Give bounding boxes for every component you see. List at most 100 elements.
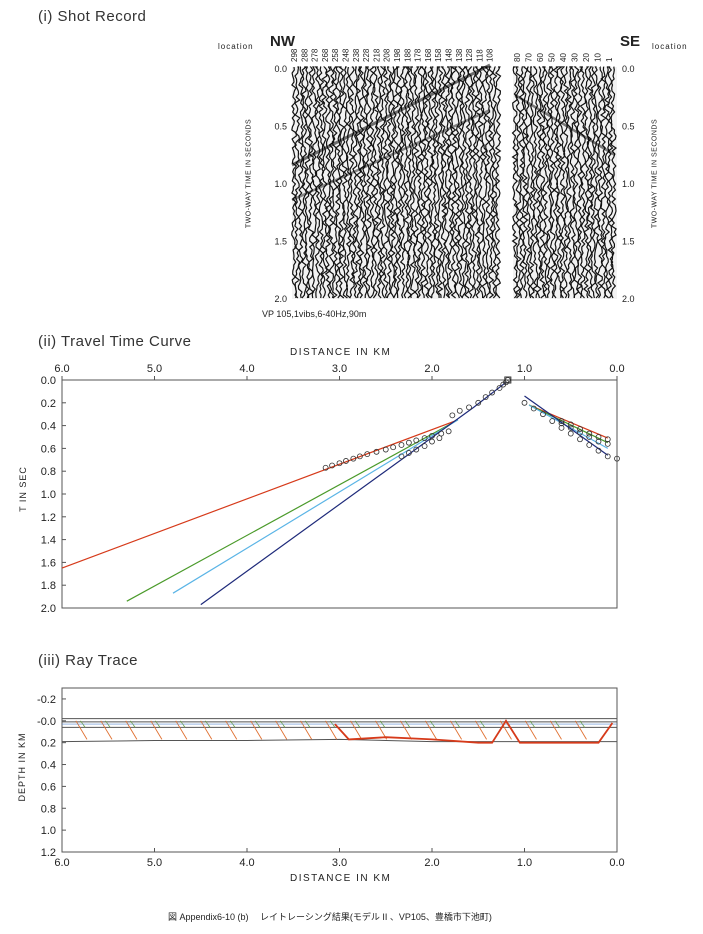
y-axis-label-right: TWO-WAY TIME IN SECONDS [651, 118, 659, 229]
observed-point [382, 446, 389, 453]
seismic-trace [304, 66, 311, 299]
ray-trace-chart: -0.2 -0.0 0.2 0.4 0.6 0.8 1.0 1.26.0 5.0 4.0 3.0 2.… [37, 687, 625, 868]
y-tick-label: 0.6 [41, 443, 56, 455]
ray-path [275, 720, 288, 740]
trace-number-label: 60 [536, 53, 545, 62]
trace-number-label: 228 [362, 48, 371, 62]
y-tick-label: 1.8 [41, 580, 56, 592]
seismic-trace [531, 66, 539, 299]
seismic-trace [586, 66, 594, 299]
seismic-trace [307, 66, 315, 298]
time-tick-label-left: 1.5 [274, 237, 287, 247]
observed-point [364, 451, 371, 457]
travel-time-title: (ii) Travel Time Curve [38, 333, 192, 350]
ray-path [400, 720, 412, 740]
trace-number-label: 128 [465, 48, 474, 62]
observed-point [595, 438, 602, 445]
seismic-traces [291, 63, 618, 299]
trace-number-label: 278 [311, 48, 320, 62]
calc-curve-red [61, 419, 459, 569]
trace-number-label: 80 [513, 53, 522, 62]
observed-point [614, 455, 620, 462]
observed-point [496, 385, 503, 391]
ray-path [175, 720, 188, 740]
seismic-trace [416, 66, 424, 299]
trace-number-label: 218 [372, 48, 381, 62]
trace-number-label: 70 [525, 53, 534, 62]
observed-point [405, 439, 412, 446]
seismic-trace [599, 66, 607, 299]
x-tick-label: 2.0 [424, 857, 439, 868]
x-tick-label: 1.0 [517, 857, 532, 868]
y-tick-label: 1.4 [41, 535, 56, 547]
seismic-trace [471, 66, 478, 299]
seismic-trace [515, 66, 522, 299]
ray-path [100, 720, 113, 740]
observed-point [390, 444, 397, 451]
seismic-trace [396, 66, 403, 299]
y-tick-label: 1.0 [41, 825, 56, 837]
seismic-trace [337, 66, 345, 299]
observed-point [421, 435, 428, 442]
trace-number-label: 288 [300, 48, 309, 62]
seismic-trace [382, 66, 390, 299]
observed-point [558, 424, 565, 431]
observed-point [413, 446, 420, 453]
trace-number-label: 198 [393, 48, 402, 62]
x-tick-label: 3.0 [332, 363, 347, 375]
observed-point [421, 443, 428, 450]
observed-point [577, 426, 583, 432]
y-tick-label: 0.8 [41, 466, 56, 478]
observed-point [445, 428, 452, 435]
seismic-trace [321, 66, 328, 299]
observed-point [586, 430, 593, 437]
trace-number-label: 138 [455, 48, 464, 62]
trace-number-label: 208 [383, 48, 392, 62]
trace-number-label: 188 [403, 48, 412, 62]
ray-path [425, 720, 437, 740]
x-tick-label: 4.0 [239, 363, 254, 375]
seismic-trace [436, 66, 444, 299]
observed-point [604, 436, 611, 443]
observed-point [604, 440, 611, 447]
seismic-trace [423, 66, 430, 299]
x-tick-label: 4.0 [239, 857, 254, 868]
location-label-left: location [218, 42, 254, 51]
observed-point [586, 434, 593, 440]
observed-point [405, 450, 412, 456]
trace-number-label: 168 [424, 48, 433, 62]
seismic-trace [511, 66, 519, 299]
trace-number-label: 178 [414, 48, 423, 62]
seismic-trace [562, 66, 570, 299]
seismic-trace [521, 66, 529, 299]
x-tick-label: 0.0 [609, 857, 624, 868]
shot-point-marker [504, 376, 512, 384]
observed-point [322, 464, 329, 471]
seismic-trace [542, 66, 549, 299]
seismic-trace [341, 66, 349, 299]
seismic-trace [555, 66, 564, 298]
observed-point [350, 455, 357, 462]
ray-path [450, 720, 462, 740]
observed-point [489, 389, 496, 396]
trace-labels-left: 298 288 278 268 258 248 238 228 218 208 198 188 178 1… [290, 48, 495, 62]
location-label-right: location [652, 42, 688, 51]
seismic-trace [453, 66, 461, 299]
observed-point [549, 418, 556, 424]
observed-point [356, 453, 363, 460]
time-tick-label-left: 1.0 [274, 179, 287, 189]
seismic-trace [483, 66, 492, 299]
observed-point [413, 437, 420, 444]
observed-point [595, 447, 602, 454]
seismic-trace [569, 66, 577, 299]
ray-path [75, 720, 88, 740]
seismic-trace [318, 66, 325, 299]
time-tick-label-right: 0.0 [622, 64, 635, 74]
observed-point [567, 421, 574, 428]
trace-number-label: 268 [321, 48, 330, 62]
y-tick-label: 0.2 [41, 398, 56, 410]
observed-point [595, 434, 602, 440]
seismic-trace [610, 66, 618, 299]
seismic-trace [372, 66, 379, 299]
y-tick-label: 0.4 [41, 421, 56, 433]
